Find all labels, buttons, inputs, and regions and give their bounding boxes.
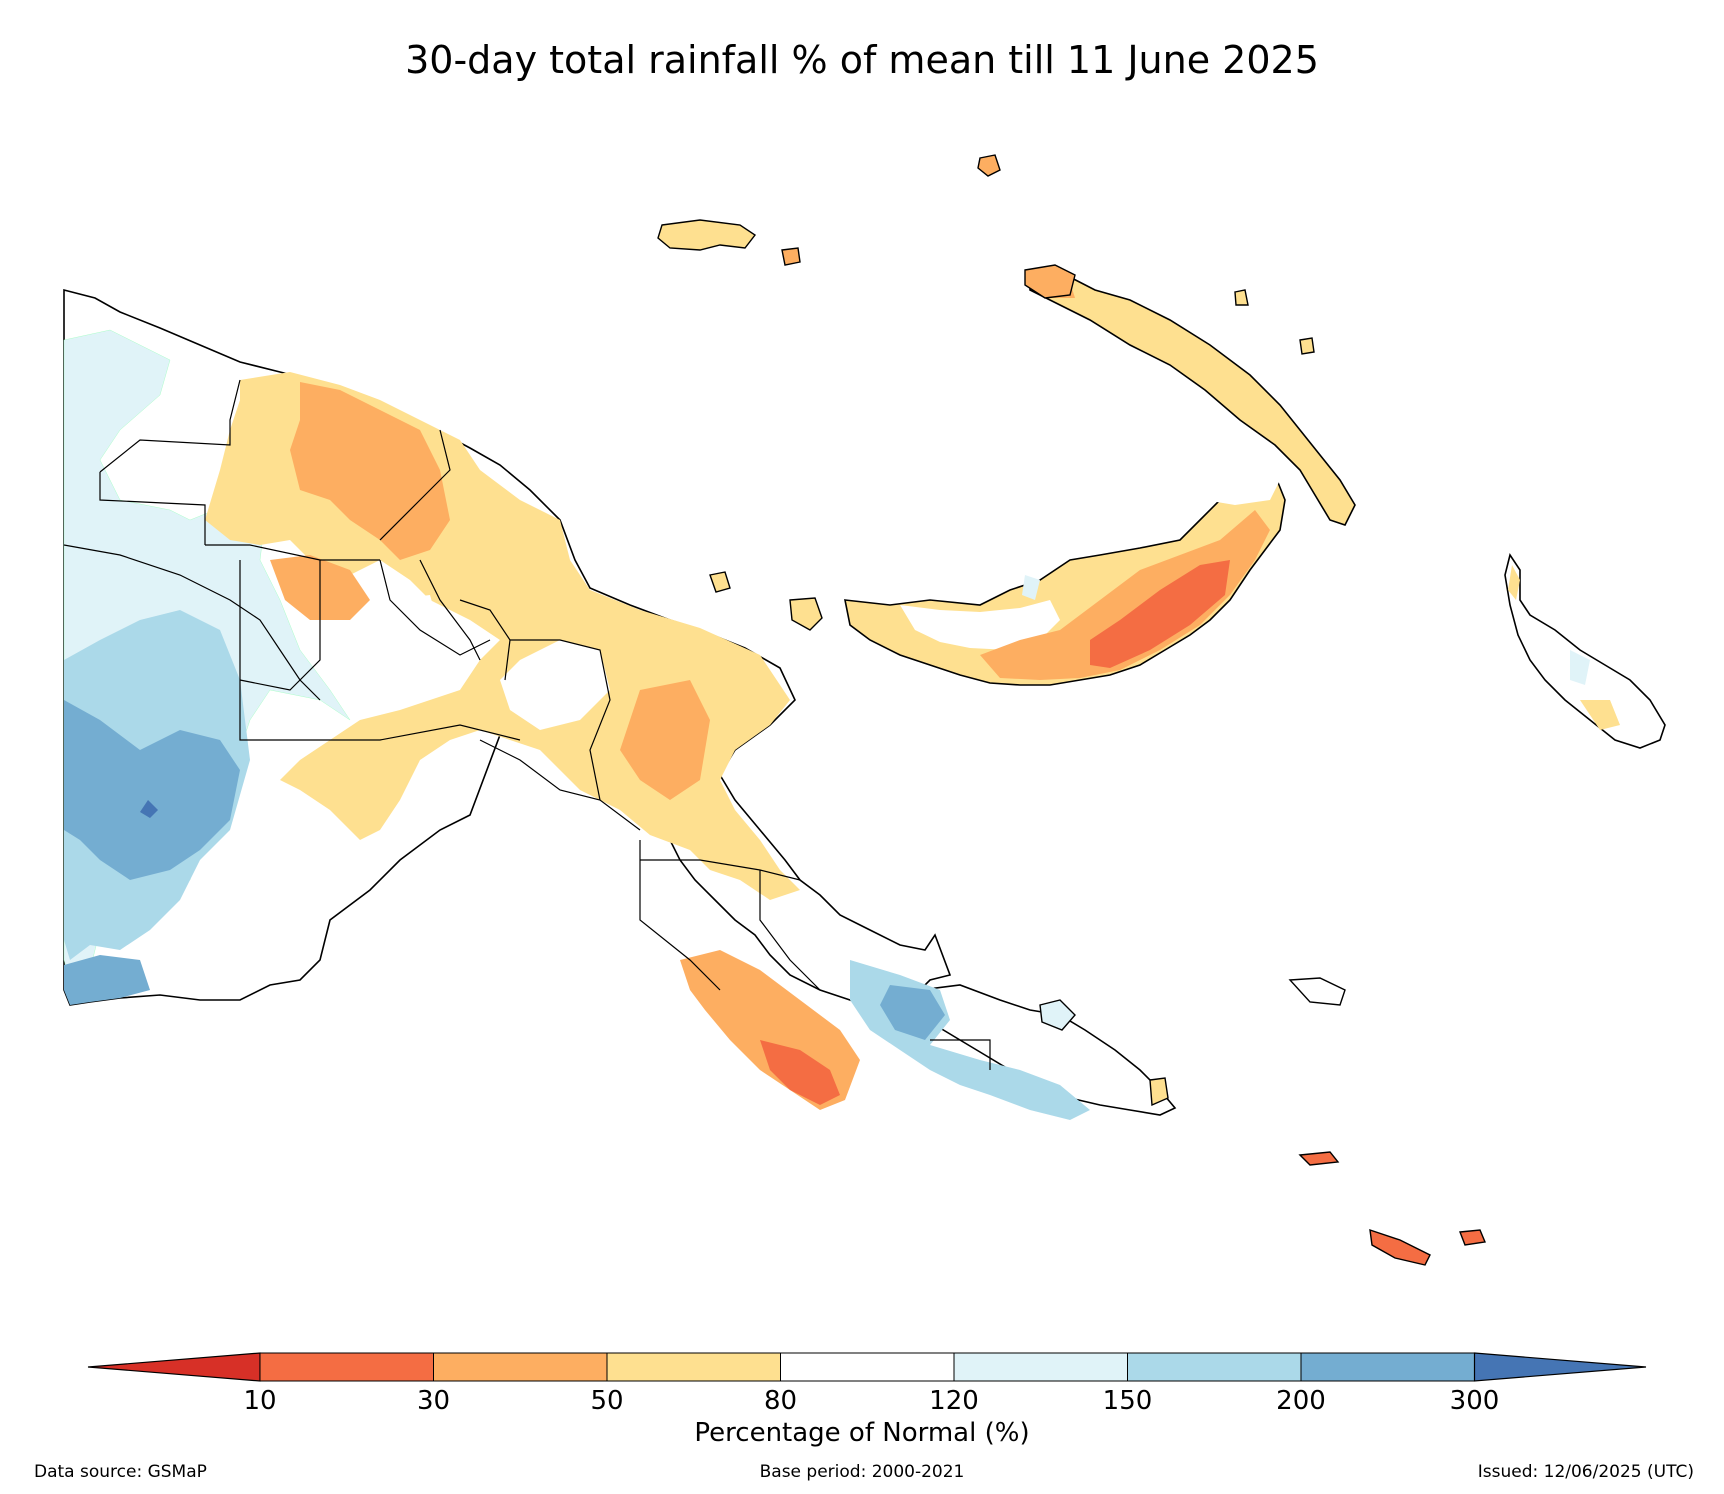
- colorbar: [87, 1352, 1647, 1382]
- new-britain: [844, 460, 1286, 686]
- rossel-island: [1369, 1228, 1431, 1266]
- islands: [657, 154, 1486, 1266]
- map-title: 30-day total rainfall % of mean till 11 …: [405, 38, 1319, 82]
- colorbar-low-extend: [87, 1352, 261, 1382]
- colorbar-tick-300: 300: [1449, 1386, 1500, 1416]
- colorbar-bin-80-120: [780, 1352, 955, 1382]
- karkar-island: [709, 571, 731, 593]
- area-50-80-bougainville: [1508, 565, 1520, 600]
- fergusson-island: [1149, 1077, 1169, 1107]
- colorbar-bin-200-300: [1300, 1352, 1475, 1382]
- colorbar-tick-150: 150: [1102, 1386, 1153, 1416]
- colorbar-bin-30-50: [433, 1352, 608, 1382]
- area-120-150-bougainville: [1570, 650, 1590, 685]
- manus-island: [657, 219, 757, 251]
- mussau-island: [977, 154, 1001, 177]
- colorbar-tick-200: 200: [1276, 1386, 1326, 1416]
- mainland: [63, 288, 1177, 1120]
- area-80-120-central: [500, 640, 610, 730]
- umboi-island: [789, 597, 823, 631]
- colorbar-bin-10-30: [259, 1352, 434, 1382]
- issued-date-note: Issued: 12/06/2025 (UTC): [1477, 1462, 1694, 1482]
- area-10-30-southeast: [760, 1040, 840, 1105]
- area-50-80-bougainville-south: [1580, 700, 1620, 730]
- area-200-300-southeast: [880, 985, 945, 1040]
- area-120-150-new-britain: [1022, 575, 1040, 600]
- normanby-island: [1039, 999, 1076, 1031]
- area-30-50-morobe: [620, 680, 710, 800]
- new-ireland-land: [1029, 271, 1356, 526]
- area-80-120-new-britain: [900, 600, 1060, 650]
- new-hanover: [1024, 264, 1076, 299]
- colorbar-tick-50: 50: [590, 1386, 624, 1416]
- colorbar-tick-30: 30: [416, 1386, 451, 1416]
- bougainville: [1504, 553, 1666, 749]
- tabar-island: [1299, 337, 1315, 355]
- area-10-30-new-britain: [1090, 560, 1230, 668]
- data-source-note: Data source: GSMaP: [34, 1462, 207, 1482]
- manus-east-islet: [781, 247, 801, 266]
- woodlark-island: [1288, 977, 1346, 1006]
- colorbar-title: Percentage of Normal (%): [694, 1418, 1030, 1448]
- area-200-300-southwest: [64, 955, 150, 1005]
- area-30-50-new-britain: [980, 510, 1270, 680]
- sudest-island: [1459, 1229, 1486, 1246]
- bougainville-land: [1504, 553, 1666, 749]
- colorbar-tick-80: 80: [763, 1386, 798, 1416]
- colorbar-tick-120: 120: [929, 1386, 979, 1416]
- colorbar-bin-150-200: [1127, 1352, 1302, 1382]
- base-period-note: Base period: 2000-2021: [759, 1462, 965, 1482]
- lihir-island: [1234, 289, 1249, 306]
- area-200-300-west: [64, 700, 240, 880]
- colorbar-bin-120-150: [953, 1352, 1128, 1382]
- misima-island: [1298, 1151, 1340, 1166]
- new-ireland: [1029, 271, 1356, 526]
- colorbar-high-extend: [1473, 1352, 1647, 1382]
- colorbar-tick-10: 10: [243, 1386, 277, 1416]
- area-over-300-west: [140, 800, 158, 818]
- area-30-50-north: [290, 382, 450, 560]
- area-80-120-gazelle: [1195, 460, 1285, 505]
- area-80-120-inland: [390, 595, 440, 650]
- colorbar-bin-50-80: [606, 1352, 781, 1382]
- province-boundaries: [63, 379, 991, 1070]
